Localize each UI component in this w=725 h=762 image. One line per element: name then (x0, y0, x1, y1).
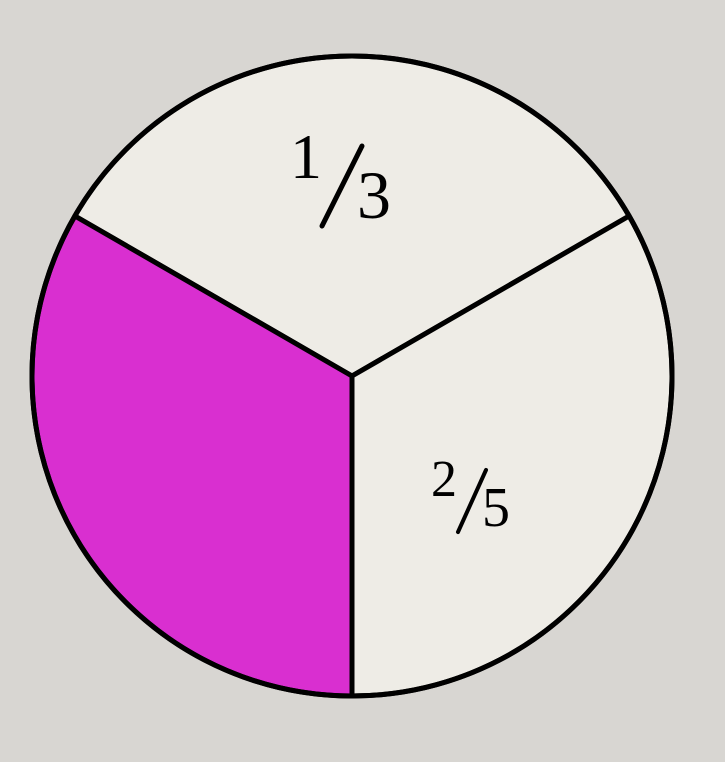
fraction-numerator: 1 (290, 121, 322, 192)
fraction-denominator: 3 (357, 157, 391, 233)
pie-chart: 13 25 (0, 0, 725, 762)
fraction-numerator: 2 (431, 451, 457, 508)
fraction-denominator: 5 (482, 477, 510, 539)
